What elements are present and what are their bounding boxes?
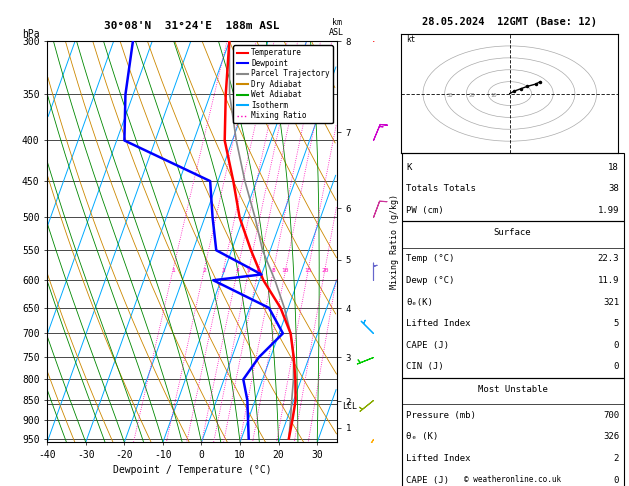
Text: km
ASL: km ASL [329, 18, 344, 37]
Text: Surface: Surface [494, 228, 532, 238]
Text: 326: 326 [603, 433, 619, 441]
Text: 28.05.2024  12GMT (Base: 12): 28.05.2024 12GMT (Base: 12) [422, 17, 597, 27]
Text: 30°08'N  31°24'E  188m ASL: 30°08'N 31°24'E 188m ASL [104, 21, 280, 31]
Text: 10: 10 [490, 93, 497, 98]
Text: 20: 20 [469, 93, 475, 98]
Text: 700: 700 [603, 411, 619, 420]
Legend: Temperature, Dewpoint, Parcel Trajectory, Dry Adiabat, Wet Adiabat, Isotherm, Mi: Temperature, Dewpoint, Parcel Trajectory… [233, 45, 333, 123]
Bar [402, 378, 623, 486]
Text: 11.9: 11.9 [598, 276, 619, 285]
Text: PW (cm): PW (cm) [406, 206, 444, 215]
Text: 1.99: 1.99 [598, 206, 619, 215]
Text: Lifted Index: Lifted Index [406, 319, 470, 328]
Text: Totals Totals: Totals Totals [406, 184, 476, 193]
Text: 38: 38 [608, 184, 619, 193]
Text: Dewp (°C): Dewp (°C) [406, 276, 455, 285]
Text: CAPE (J): CAPE (J) [406, 341, 449, 350]
Text: θₑ (K): θₑ (K) [406, 433, 438, 441]
Text: © weatheronline.co.uk: © weatheronline.co.uk [464, 475, 561, 485]
Text: 2: 2 [614, 454, 619, 463]
X-axis label: Dewpoint / Temperature (°C): Dewpoint / Temperature (°C) [113, 466, 271, 475]
Text: CIN (J): CIN (J) [406, 363, 444, 371]
Text: 22.3: 22.3 [598, 254, 619, 263]
Text: 0: 0 [614, 341, 619, 350]
Text: 5: 5 [247, 268, 250, 273]
Text: hPa: hPa [23, 29, 40, 39]
Text: θₑ(K): θₑ(K) [406, 297, 433, 307]
Text: 1: 1 [171, 268, 175, 273]
Text: Lifted Index: Lifted Index [406, 454, 470, 463]
Text: 8: 8 [272, 268, 276, 273]
Text: 15: 15 [304, 268, 312, 273]
Text: 30: 30 [447, 93, 454, 98]
Text: 10: 10 [282, 268, 289, 273]
Text: 18: 18 [608, 163, 619, 172]
Text: 4: 4 [236, 268, 239, 273]
Text: 5: 5 [614, 319, 619, 328]
Text: kt: kt [406, 35, 415, 44]
Text: 0: 0 [614, 476, 619, 485]
Text: CAPE (J): CAPE (J) [406, 476, 449, 485]
Text: K: K [406, 163, 411, 172]
Text: Most Unstable: Most Unstable [477, 385, 548, 394]
Y-axis label: Mixing Ratio (g/kg): Mixing Ratio (g/kg) [390, 194, 399, 289]
Text: 0: 0 [614, 363, 619, 371]
Text: 6: 6 [256, 268, 260, 273]
Bar [402, 153, 623, 221]
Text: 321: 321 [603, 297, 619, 307]
Text: 3: 3 [221, 268, 225, 273]
Text: 20: 20 [321, 268, 328, 273]
Text: Pressure (mb): Pressure (mb) [406, 411, 476, 420]
Text: Temp (°C): Temp (°C) [406, 254, 455, 263]
Text: 2: 2 [202, 268, 206, 273]
Text: LCL: LCL [342, 402, 357, 412]
Bar [402, 221, 623, 378]
